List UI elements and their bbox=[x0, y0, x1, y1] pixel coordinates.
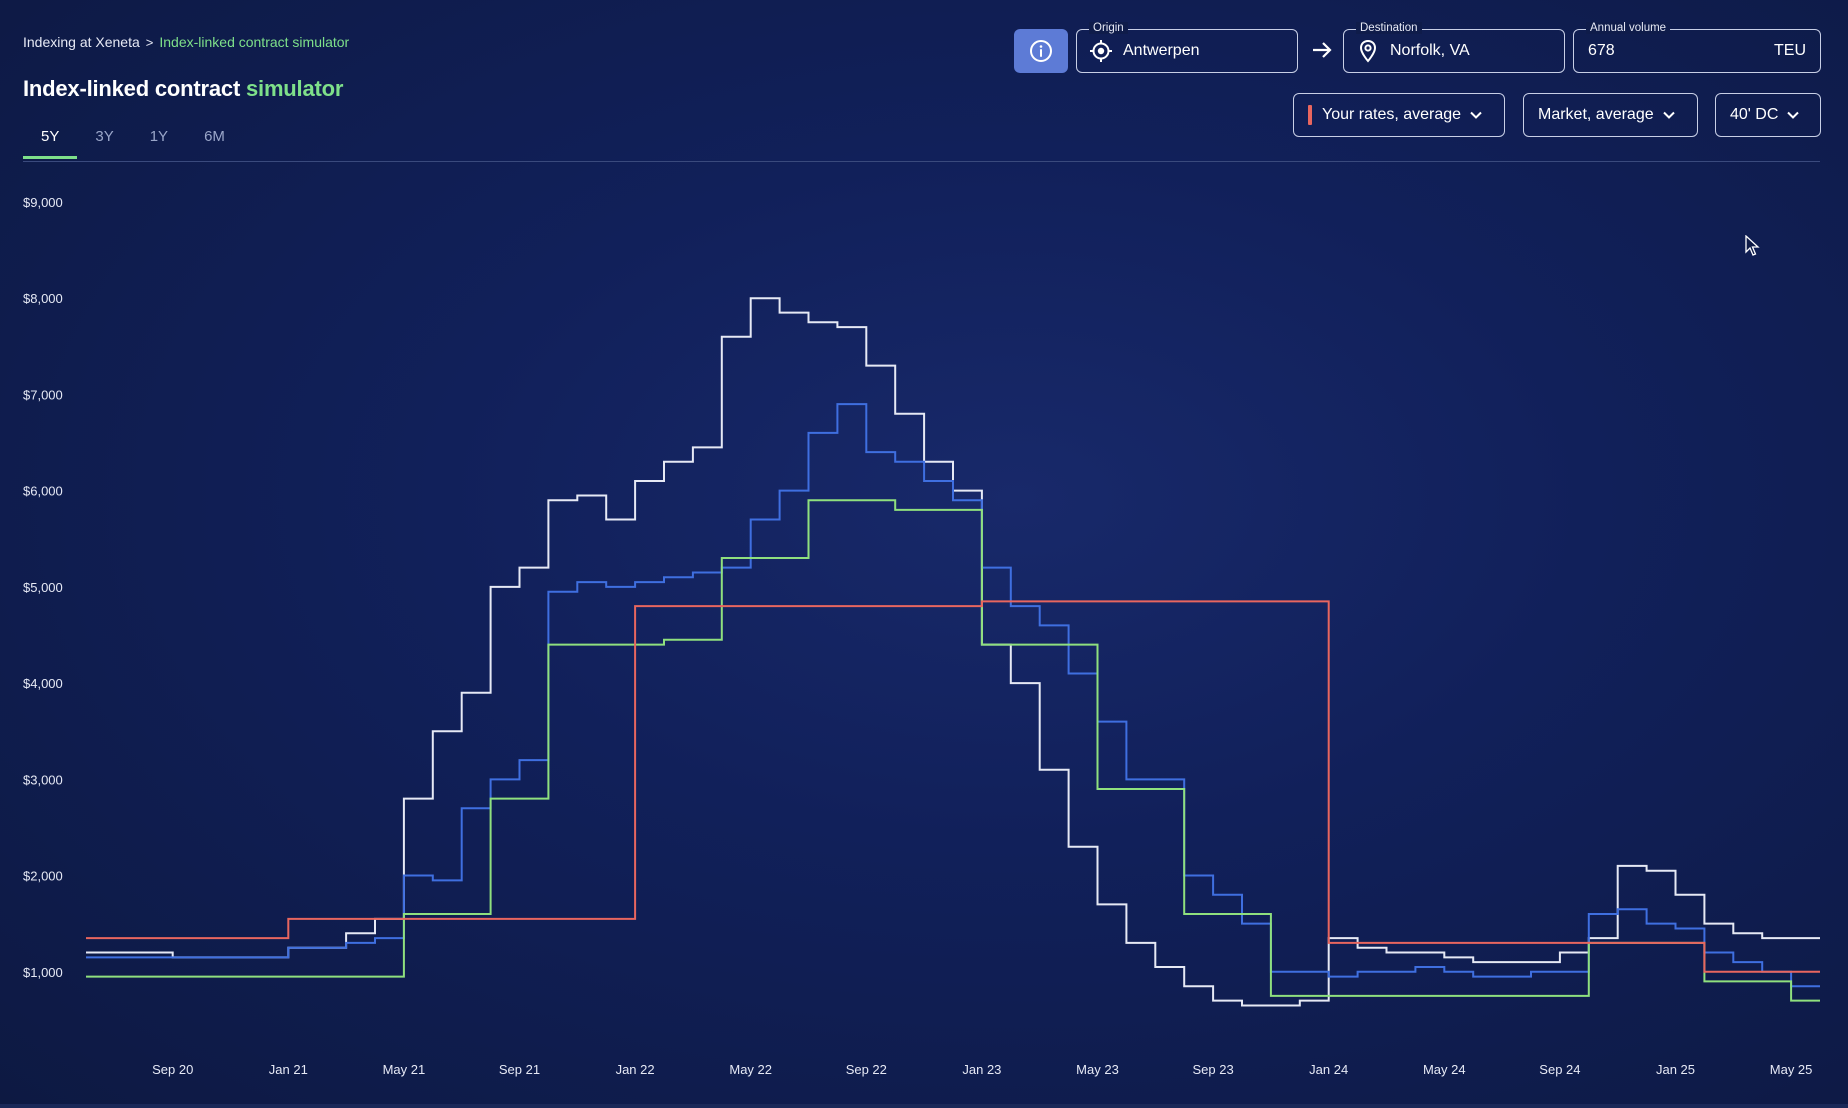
x-tick-label: Sep 23 bbox=[1192, 1062, 1233, 1077]
y-tick-label: $4,000 bbox=[23, 676, 63, 691]
page-title-accent: simulator bbox=[246, 76, 344, 101]
x-tick-label: May 25 bbox=[1770, 1062, 1813, 1077]
annual-volume-field[interactable]: Annual volume 678 TEU bbox=[1573, 22, 1821, 73]
series-line-1[interactable] bbox=[86, 403, 1820, 988]
x-tick-label: May 21 bbox=[383, 1062, 426, 1077]
x-tick-label: Jan 21 bbox=[269, 1062, 308, 1077]
series-line-2[interactable] bbox=[86, 499, 1820, 1002]
x-tick-label: Jan 23 bbox=[962, 1062, 1001, 1077]
info-icon bbox=[1030, 40, 1052, 62]
x-tick-label: May 23 bbox=[1076, 1062, 1119, 1077]
container-type-label: 40' DC bbox=[1730, 106, 1779, 123]
mouse-cursor-icon bbox=[1745, 235, 1760, 256]
breadcrumb-separator: > bbox=[145, 34, 154, 50]
page-title: Index-linked contract simulator bbox=[23, 76, 343, 102]
x-tick-label: Jan 24 bbox=[1309, 1062, 1348, 1077]
annual-volume-label: Annual volume bbox=[1586, 22, 1671, 34]
y-tick-label: $7,000 bbox=[23, 387, 63, 402]
chevron-down-icon bbox=[1662, 111, 1675, 119]
y-tick-label: $3,000 bbox=[23, 772, 63, 787]
tabs-divider bbox=[23, 161, 1820, 162]
destination-value: Norfolk, VA bbox=[1390, 42, 1470, 59]
y-tick-label: $5,000 bbox=[23, 580, 63, 595]
breadcrumb-current: Index-linked contract simulator bbox=[159, 34, 350, 50]
x-tick-label: May 22 bbox=[729, 1062, 772, 1077]
rates-color-swatch bbox=[1308, 105, 1312, 125]
x-tick-label: Sep 21 bbox=[499, 1062, 540, 1077]
info-button[interactable] bbox=[1014, 29, 1068, 73]
y-tick-label: $1,000 bbox=[23, 965, 63, 980]
x-tick-label: Sep 24 bbox=[1539, 1062, 1580, 1077]
page-title-main: Index-linked contract bbox=[23, 76, 241, 101]
destination-label: Destination bbox=[1356, 22, 1422, 34]
x-tick-label: Sep 22 bbox=[846, 1062, 887, 1077]
crosshair-icon bbox=[1089, 39, 1113, 63]
y-tick-label: $9,000 bbox=[23, 195, 63, 210]
origin-value: Antwerpen bbox=[1123, 42, 1200, 59]
annual-volume-unit: TEU bbox=[1774, 42, 1806, 59]
destination-field[interactable]: Destination Norfolk, VA bbox=[1343, 22, 1565, 73]
annual-volume-value: 678 bbox=[1588, 42, 1615, 59]
origin-field[interactable]: Origin Antwerpen bbox=[1076, 22, 1298, 73]
container-type-dropdown[interactable]: 40' DC bbox=[1715, 93, 1821, 137]
market-dropdown[interactable]: Market, average bbox=[1523, 93, 1698, 137]
tab-5y[interactable]: 5Y bbox=[23, 128, 78, 159]
bottom-bar bbox=[0, 1104, 1848, 1108]
tab-3y[interactable]: 3Y bbox=[95, 128, 114, 145]
origin-label: Origin bbox=[1089, 22, 1128, 34]
tab-1y[interactable]: 1Y bbox=[149, 128, 169, 145]
x-tick-label: Jan 22 bbox=[616, 1062, 655, 1077]
period-tabs: 5Y 3Y 1Y 6M bbox=[23, 128, 243, 159]
market-dropdown-label: Market, average bbox=[1538, 106, 1654, 123]
breadcrumb-root[interactable]: Indexing at Xeneta bbox=[23, 34, 140, 50]
x-tick-label: Jan 25 bbox=[1656, 1062, 1695, 1077]
map-pin-icon bbox=[1356, 39, 1380, 63]
tab-6m[interactable]: 6M bbox=[204, 128, 225, 145]
y-tick-label: $8,000 bbox=[23, 291, 63, 306]
y-tick-label: $6,000 bbox=[23, 484, 63, 499]
chevron-down-icon bbox=[1787, 111, 1800, 119]
series-line-0[interactable] bbox=[86, 297, 1820, 1007]
y-tick-label: $2,000 bbox=[23, 869, 63, 884]
series-line-3[interactable] bbox=[86, 600, 1820, 973]
chevron-down-icon bbox=[1470, 111, 1482, 119]
arrow-right-icon bbox=[1313, 42, 1332, 58]
x-tick-label: May 24 bbox=[1423, 1062, 1466, 1077]
rates-dropdown[interactable]: Your rates, average bbox=[1293, 93, 1505, 137]
breadcrumb: Indexing at Xeneta > Index-linked contra… bbox=[23, 34, 349, 50]
x-tick-label: Sep 20 bbox=[152, 1062, 193, 1077]
rates-dropdown-label: Your rates, average bbox=[1322, 106, 1462, 123]
